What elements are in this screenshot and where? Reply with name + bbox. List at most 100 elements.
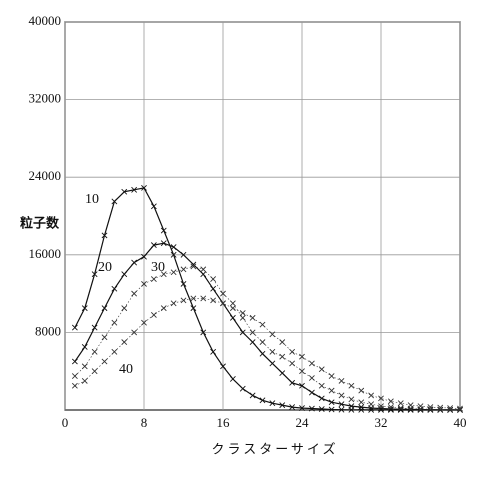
marker bbox=[328, 373, 335, 379]
series-line bbox=[74, 242, 460, 411]
y-tick-label: 24000 bbox=[29, 168, 62, 183]
marker bbox=[338, 406, 345, 413]
marker bbox=[259, 397, 266, 404]
marker bbox=[190, 263, 197, 270]
marker bbox=[457, 405, 463, 412]
marker bbox=[141, 319, 147, 326]
marker bbox=[348, 382, 355, 389]
marker bbox=[358, 387, 365, 394]
marker bbox=[318, 406, 325, 412]
marker bbox=[289, 404, 296, 411]
x-tick-label: 32 bbox=[375, 415, 388, 430]
marker bbox=[348, 396, 355, 403]
series-label: 40 bbox=[119, 362, 133, 377]
marker bbox=[378, 395, 384, 402]
x-tick-label: 16 bbox=[217, 415, 231, 430]
marker bbox=[279, 353, 286, 360]
marker bbox=[81, 377, 88, 384]
marker bbox=[239, 310, 246, 316]
marker bbox=[131, 290, 138, 297]
marker bbox=[397, 405, 404, 411]
y-tick-label: 32000 bbox=[29, 91, 62, 106]
marker bbox=[170, 300, 177, 307]
marker bbox=[170, 269, 177, 276]
marker bbox=[249, 392, 256, 399]
marker bbox=[387, 404, 394, 411]
marker bbox=[338, 401, 345, 408]
y-tick-label: 40000 bbox=[29, 13, 62, 28]
marker bbox=[387, 406, 394, 413]
marker bbox=[121, 339, 128, 346]
marker bbox=[378, 405, 384, 412]
marker bbox=[417, 403, 424, 410]
marker bbox=[229, 376, 236, 382]
marker bbox=[160, 227, 167, 234]
marker bbox=[81, 344, 88, 350]
marker bbox=[387, 406, 394, 412]
marker bbox=[200, 271, 207, 278]
x-tick-label: 8 bbox=[141, 415, 148, 430]
marker bbox=[348, 403, 355, 410]
marker bbox=[358, 406, 365, 413]
marker bbox=[160, 240, 167, 247]
marker bbox=[249, 314, 256, 321]
marker bbox=[101, 334, 108, 341]
marker bbox=[299, 368, 305, 375]
marker bbox=[397, 400, 404, 407]
marker bbox=[210, 297, 217, 304]
marker bbox=[190, 295, 197, 302]
plot-frame bbox=[64, 21, 461, 411]
marker bbox=[279, 402, 286, 409]
marker bbox=[141, 280, 147, 287]
marker bbox=[200, 329, 207, 336]
marker bbox=[358, 399, 365, 406]
marker bbox=[427, 404, 434, 411]
marker bbox=[239, 314, 246, 321]
marker bbox=[259, 321, 266, 328]
marker bbox=[308, 360, 315, 367]
marker bbox=[190, 305, 197, 312]
marker bbox=[269, 360, 276, 367]
marker bbox=[239, 385, 246, 392]
marker bbox=[269, 331, 276, 338]
marker bbox=[308, 375, 315, 381]
marker bbox=[150, 312, 157, 318]
series-line bbox=[74, 298, 461, 409]
marker bbox=[111, 285, 118, 292]
marker bbox=[200, 266, 207, 273]
marker bbox=[220, 363, 226, 370]
marker bbox=[180, 297, 187, 304]
marker bbox=[150, 203, 157, 210]
marker bbox=[81, 363, 88, 370]
marker bbox=[101, 305, 108, 312]
marker bbox=[220, 300, 226, 307]
marker bbox=[249, 329, 256, 336]
marker bbox=[318, 382, 325, 389]
marker bbox=[210, 348, 217, 355]
marker bbox=[210, 276, 217, 282]
marker bbox=[407, 406, 414, 413]
marker bbox=[180, 266, 187, 273]
marker bbox=[447, 405, 454, 411]
marker bbox=[170, 244, 177, 250]
marker bbox=[101, 232, 108, 239]
marker bbox=[229, 300, 236, 307]
marker bbox=[289, 348, 296, 355]
marker bbox=[101, 358, 108, 365]
marker bbox=[397, 406, 404, 413]
y-tick-label: 16000 bbox=[29, 246, 62, 261]
marker bbox=[338, 392, 345, 399]
marker bbox=[200, 295, 207, 302]
x-tick-label: 24 bbox=[296, 415, 310, 430]
marker bbox=[308, 405, 315, 412]
marker bbox=[91, 368, 98, 375]
marker bbox=[437, 404, 444, 411]
marker bbox=[81, 305, 88, 312]
marker bbox=[121, 305, 128, 312]
marker bbox=[131, 329, 138, 336]
marker bbox=[328, 406, 335, 413]
marker bbox=[141, 253, 147, 260]
marker bbox=[71, 382, 78, 389]
marker bbox=[338, 377, 345, 384]
